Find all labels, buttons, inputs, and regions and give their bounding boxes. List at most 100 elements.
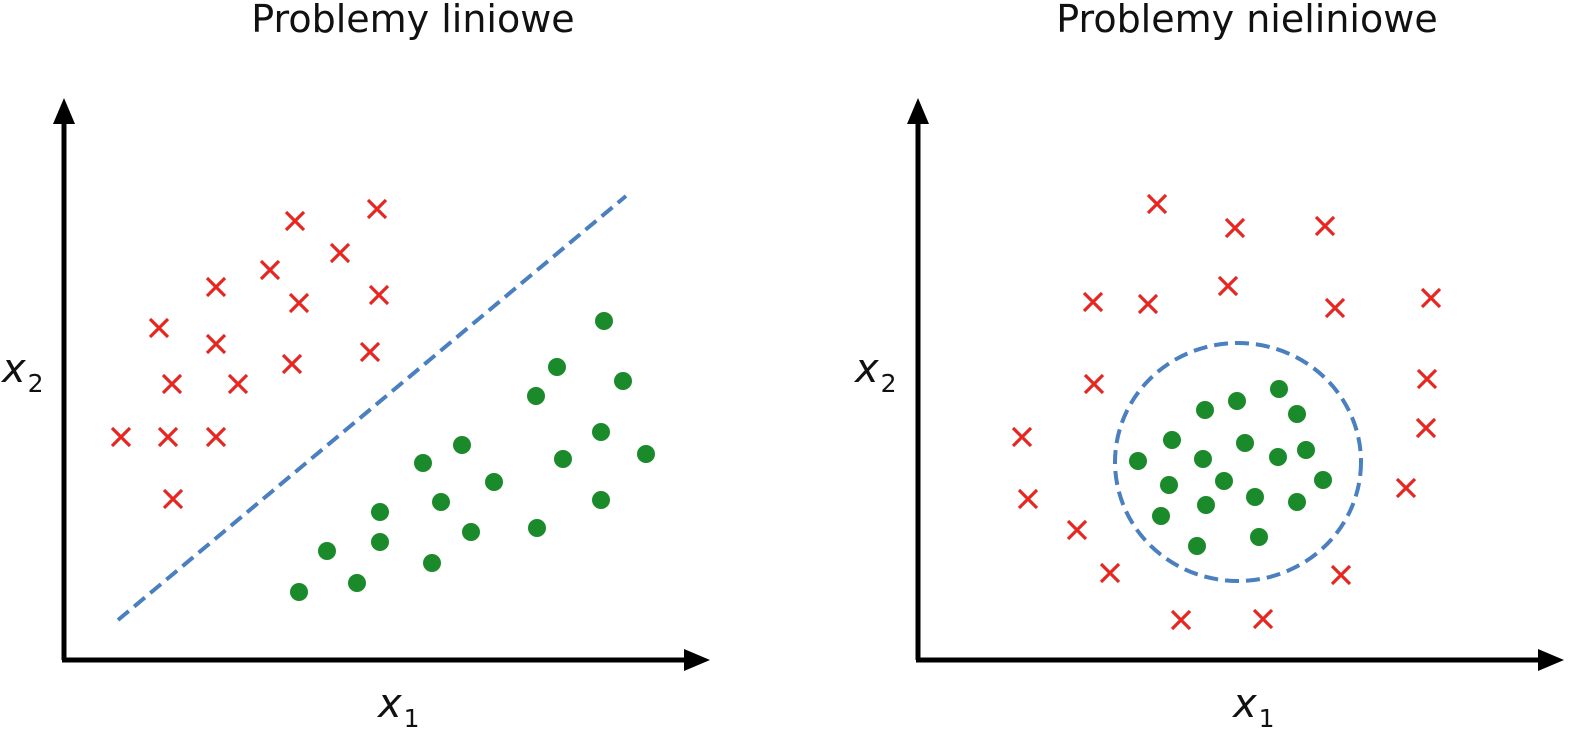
cross-marker (205, 333, 227, 355)
nonlinear-x-axis-subscript: 1 (1259, 704, 1275, 733)
nonlinear-panel-title: Problemy nieliniowe (1056, 0, 1437, 41)
cross-marker (1415, 417, 1437, 439)
dot-marker (1270, 380, 1288, 398)
dot-marker (1269, 448, 1287, 466)
dot-marker (1215, 472, 1233, 490)
nonlinear-decision-boundary (1113, 341, 1363, 583)
nonlinear-class-b-points (1129, 380, 1332, 555)
cross-marker (1082, 291, 1104, 313)
cross-marker (1170, 609, 1192, 631)
dot-marker (637, 445, 655, 463)
cross-marker (205, 276, 227, 298)
dot-marker (371, 533, 389, 551)
cross-marker (1416, 368, 1438, 390)
dot-marker (595, 312, 613, 330)
cross-marker (1137, 293, 1159, 315)
cross-marker (1011, 426, 1033, 448)
dot-marker (348, 574, 366, 592)
cross-marker (110, 426, 132, 448)
nonlinear-class-a-points (1011, 193, 1442, 631)
dot-marker (1160, 476, 1178, 494)
cross-marker (227, 373, 249, 395)
nonlinear-y-axis-var: x (853, 346, 879, 392)
linear-y-axis-arrow (53, 98, 75, 124)
cross-marker (1017, 488, 1039, 510)
dot-marker (432, 493, 450, 511)
dot-marker (1194, 450, 1212, 468)
dot-marker (527, 387, 545, 405)
cross-marker (1324, 297, 1346, 319)
dot-marker (1163, 431, 1181, 449)
cross-marker (1099, 562, 1121, 584)
linear-y-axis-subscript: 2 (28, 369, 44, 398)
cross-marker (157, 426, 179, 448)
cross-marker (1146, 193, 1168, 215)
cross-marker (259, 259, 281, 281)
cross-marker (161, 373, 183, 395)
dot-marker (1152, 507, 1170, 525)
dot-marker (528, 519, 546, 537)
cross-marker (1330, 564, 1352, 586)
cross-marker (1224, 217, 1246, 239)
dot-marker (423, 554, 441, 572)
dot-marker (1196, 401, 1214, 419)
nonlinear-y-axis-arrow (907, 98, 929, 124)
dot-marker (554, 450, 572, 468)
dot-marker (1188, 537, 1206, 555)
cross-marker (288, 292, 310, 314)
dot-marker (462, 523, 480, 541)
cross-marker (162, 488, 184, 510)
linear-class-b-points (290, 312, 655, 601)
dot-marker (1228, 392, 1246, 410)
dot-marker (290, 583, 308, 601)
linear-axes (53, 98, 710, 671)
nonlinear-x-axis-label: x1 (1231, 681, 1275, 733)
cross-marker (1314, 215, 1336, 237)
cross-marker (1083, 373, 1105, 395)
cross-marker (1217, 275, 1239, 297)
linear-panel: Problemy liniowe x1 x2 (0, 0, 710, 733)
nonlinear-panel: Problemy nieliniowe x1 x2 (853, 0, 1564, 733)
dot-marker (414, 454, 432, 472)
dot-marker (371, 503, 389, 521)
dot-marker (1246, 488, 1264, 506)
linear-decision-boundary (116, 194, 628, 622)
dot-marker (614, 372, 632, 390)
linear-y-axis-var: x (0, 346, 26, 392)
linear-x-axis-var: x (376, 681, 402, 727)
dot-marker (592, 423, 610, 441)
dot-marker (592, 491, 610, 509)
dot-marker (1297, 441, 1315, 459)
linear-x-axis-subscript: 1 (404, 704, 420, 733)
dot-marker (1129, 452, 1147, 470)
dot-marker (453, 436, 471, 454)
nonlinear-axes (907, 98, 1564, 671)
nonlinear-x-axis-var: x (1231, 681, 1257, 727)
linear-x-axis-label: x1 (376, 681, 420, 733)
linear-class-a-points (110, 198, 390, 510)
nonlinear-y-axis-label: x2 (853, 346, 897, 398)
dot-marker (1288, 493, 1306, 511)
nonlinear-y-axis-subscript: 2 (881, 369, 897, 398)
dot-marker (1314, 471, 1332, 489)
cross-marker (1395, 477, 1417, 499)
nonlinear-x-axis-arrow (1538, 649, 1564, 671)
dot-marker (548, 358, 566, 376)
cross-marker (148, 317, 170, 339)
cross-marker (366, 198, 388, 220)
dot-marker (1288, 405, 1306, 423)
cross-marker (1420, 287, 1442, 309)
cross-marker (368, 284, 390, 306)
dot-marker (1236, 434, 1254, 452)
cross-marker (1252, 608, 1274, 630)
dot-marker (485, 473, 503, 491)
linear-panel-title: Problemy liniowe (251, 0, 574, 41)
dot-marker (1197, 496, 1215, 514)
cross-marker (329, 242, 351, 264)
linear-y-axis-label: x2 (0, 346, 44, 398)
dot-marker (1250, 528, 1268, 546)
linear-x-axis-arrow (684, 649, 710, 671)
dot-marker (318, 542, 336, 560)
cross-marker (281, 353, 303, 375)
